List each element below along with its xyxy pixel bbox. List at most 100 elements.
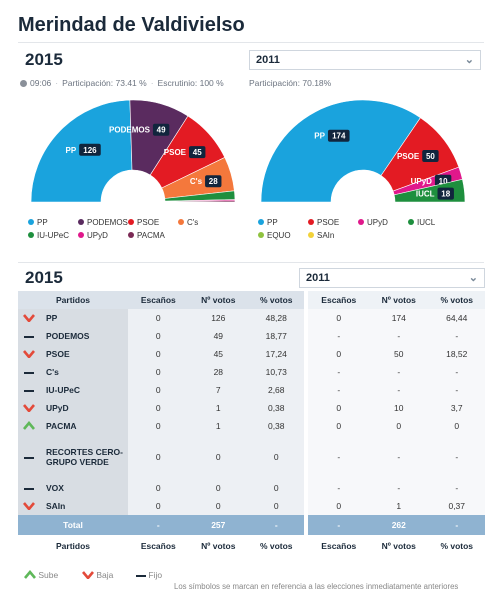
seat-chart-right: PP 174 PSOE 50 UPyD 10 IUCL 18: [260, 99, 466, 203]
legend-swatch: [258, 232, 264, 238]
total-pct: -: [248, 515, 305, 535]
segment-name: UPyD: [411, 177, 433, 186]
seat-count: 50: [426, 152, 435, 161]
dash-icon: [24, 487, 34, 490]
cell-pct-prev: 0: [428, 417, 485, 435]
cell-seats-prev: 0: [308, 399, 370, 417]
stats-line-left: 09:06 · Participación: 73.41 % · Escrutinio:…: [20, 78, 224, 88]
cell-pct: 0: [248, 479, 305, 497]
table-row: C's 0 28 10,73- - -: [18, 363, 485, 381]
legend-label: EQUO: [267, 231, 291, 240]
legend-item: EQUO: [258, 231, 291, 240]
dash-icon: [136, 574, 146, 577]
cell-votes: 49: [188, 327, 248, 345]
cell-votes-prev: -: [369, 435, 429, 479]
legend-down: Baja: [82, 570, 114, 581]
legend-swatch: [308, 219, 314, 225]
cell-pct: 10,73: [248, 363, 305, 381]
year-select-table[interactable]: 2011 ⌄: [299, 268, 485, 288]
total-row: Total - 257 - - 262 -: [18, 515, 485, 535]
divider: [18, 262, 484, 263]
cell-seats: 0: [128, 417, 189, 435]
cell-seats: 0: [128, 345, 189, 363]
legend-label: PODEMOS: [87, 218, 128, 227]
seat-count: 126: [83, 146, 97, 155]
cell-pct-prev: -: [428, 381, 485, 399]
trend-cell: [18, 399, 40, 417]
trend-cell: [18, 363, 40, 381]
cell-seats: 0: [128, 381, 189, 399]
footer-header-votes: Nº votos: [188, 535, 248, 557]
segment-name: IUCL: [416, 190, 435, 199]
year-label-table: 2015: [25, 268, 63, 287]
cell-pct: 0: [248, 435, 305, 479]
cell-pct: 18,77: [248, 327, 305, 345]
cell-votes: 45: [188, 345, 248, 363]
legend-label: C's: [187, 218, 199, 227]
year-label-left: 2015: [25, 50, 63, 69]
cell-votes: 1: [188, 417, 248, 435]
trend-cell: [18, 381, 40, 399]
chevron-down-icon: ⌄: [468, 272, 478, 284]
legend-label: IUCL: [417, 218, 436, 227]
trend-cell: [18, 345, 40, 363]
dash-icon: [24, 371, 34, 374]
cell-pct: 0: [248, 497, 305, 515]
table-row: IU-UPeC 0 7 2,68- - -: [18, 381, 485, 399]
table-row: VOX 0 0 0- - -: [18, 479, 485, 497]
participation-right: Participación: 70.18%: [249, 78, 332, 88]
legend-swatch: [308, 232, 314, 238]
party-name: PP: [40, 309, 128, 327]
cell-votes: 7: [188, 381, 248, 399]
segment-name: C's: [190, 177, 203, 186]
col-header-seats: Escaños: [128, 291, 189, 309]
party-name: UPyD: [40, 399, 128, 417]
seat-count: 45: [193, 148, 202, 157]
segment-label: IUCL 18: [416, 187, 454, 200]
year-select-top[interactable]: 2011 ⌄: [249, 50, 481, 70]
legend-item: C's: [178, 218, 198, 227]
cell-seats: 0: [128, 435, 189, 479]
segment-name: PP: [314, 132, 325, 141]
legend-item: PP: [28, 218, 48, 227]
footer-header-pct: % votos: [248, 535, 305, 557]
legend-same-label: Fijo: [148, 570, 163, 580]
col-header-pct: % votos: [248, 291, 305, 309]
seat-count-box: [152, 123, 170, 136]
legend-item: PP: [258, 218, 278, 227]
cell-seats: 0: [128, 309, 189, 327]
legend-left: PP PODEMOS PSOE C's IU-UPeC UPyD PACMA: [28, 218, 238, 248]
cell-pct: 2,68: [248, 381, 305, 399]
seat-segment: [164, 200, 236, 203]
total-seats: -: [128, 515, 189, 535]
col-header-party: Partidos: [18, 291, 128, 309]
total-pct-prev: -: [428, 515, 485, 535]
legend-item: PSOE: [308, 218, 339, 227]
segment-name: PSOE: [397, 152, 420, 161]
cell-pct: 48,28: [248, 309, 305, 327]
cell-seats: 0: [128, 479, 189, 497]
party-name: PODEMOS: [40, 327, 128, 345]
cell-votes: 28: [188, 363, 248, 381]
chevron-down-icon: ⌄: [464, 54, 474, 66]
trend-cell: [18, 497, 40, 515]
legend-item: PACMA: [128, 231, 165, 240]
cell-votes-prev: 174: [369, 309, 429, 327]
year-select-value: 2011: [256, 54, 280, 66]
footer-header-votes-prev: Nº votos: [369, 535, 429, 557]
cell-pct-prev: -: [428, 435, 485, 479]
legend-label: PSOE: [137, 218, 160, 227]
cell-votes-prev: 0: [369, 417, 429, 435]
segment-label: PSOE 45: [164, 146, 206, 159]
segment-label: PSOE 50: [397, 149, 439, 162]
update-time: 09:06: [30, 78, 52, 88]
legend-down-label: Baja: [96, 570, 114, 580]
cell-pct-prev: 18,52: [428, 345, 485, 363]
arrow-down-icon: [23, 313, 35, 323]
segment-label: PP 126: [65, 143, 101, 156]
seat-count: 18: [441, 190, 450, 199]
footer-header-party: Partidos: [18, 535, 128, 557]
dash-icon: [24, 456, 34, 459]
legend-swatch: [258, 219, 264, 225]
seat-count-box: [79, 143, 101, 156]
